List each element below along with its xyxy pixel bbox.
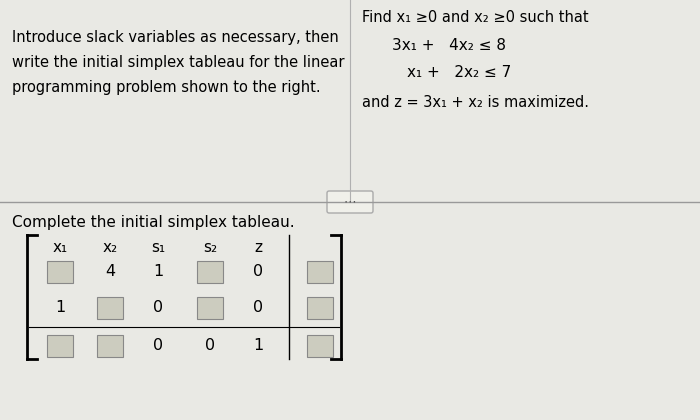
Bar (47, 335, 73, 357)
FancyBboxPatch shape (327, 191, 373, 213)
Bar (307, 297, 333, 319)
Text: write the initial simplex tableau for the linear: write the initial simplex tableau for th… (12, 55, 344, 70)
Bar (307, 261, 333, 283)
Bar (197, 261, 223, 283)
Text: 0: 0 (205, 339, 215, 354)
Text: 0: 0 (153, 300, 163, 315)
Text: x₁ +   2x₂ ≤ 7: x₁ + 2x₂ ≤ 7 (407, 65, 511, 80)
Text: programming problem shown to the right.: programming problem shown to the right. (12, 80, 321, 95)
Text: Introduce slack variables as necessary, then: Introduce slack variables as necessary, … (12, 30, 339, 45)
Bar (307, 335, 333, 357)
Text: 1: 1 (153, 265, 163, 279)
Text: s₂: s₂ (203, 241, 217, 255)
Text: 0: 0 (153, 339, 163, 354)
Text: and z = 3x₁ + x₂ is maximized.: and z = 3x₁ + x₂ is maximized. (362, 95, 589, 110)
Text: z: z (254, 241, 262, 255)
Text: x₁: x₁ (52, 241, 68, 255)
Text: 0: 0 (253, 265, 263, 279)
Bar (197, 297, 223, 319)
Text: 0: 0 (253, 300, 263, 315)
Bar (47, 261, 73, 283)
Text: Find x₁ ≥0 and x₂ ≥0 such that: Find x₁ ≥0 and x₂ ≥0 such that (362, 10, 589, 25)
Text: 4: 4 (105, 265, 115, 279)
Text: Complete the initial simplex tableau.: Complete the initial simplex tableau. (12, 215, 295, 230)
Bar (97, 335, 123, 357)
Text: s₁: s₁ (151, 241, 165, 255)
Bar (97, 297, 123, 319)
Text: 1: 1 (55, 300, 65, 315)
Text: 1: 1 (253, 339, 263, 354)
Text: ⋯: ⋯ (344, 195, 356, 208)
Text: x₂: x₂ (102, 241, 118, 255)
Text: 3x₁ +   4x₂ ≤ 8: 3x₁ + 4x₂ ≤ 8 (392, 38, 506, 53)
